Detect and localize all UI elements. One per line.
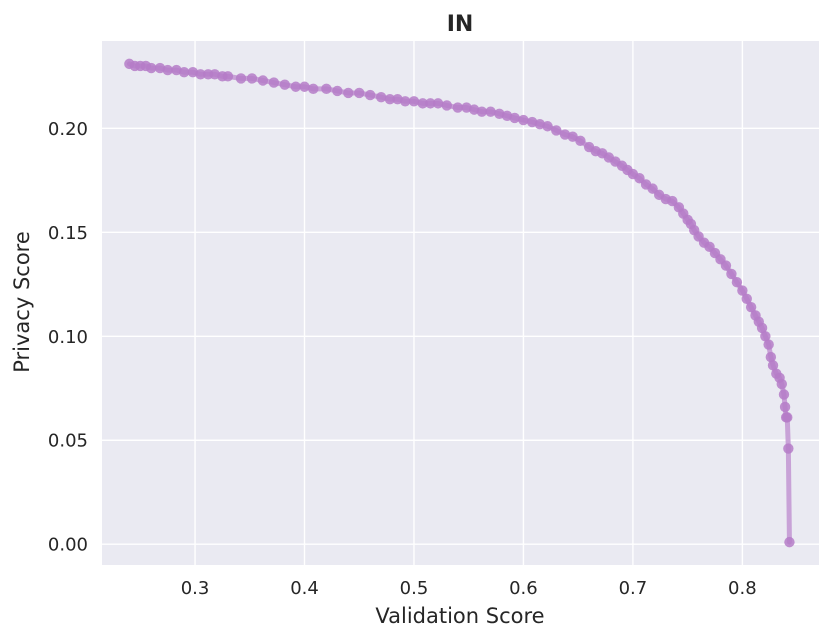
data-point (567, 131, 578, 142)
data-point (400, 96, 411, 107)
plot-area (102, 41, 819, 565)
x-tick-label: 0.4 (290, 578, 319, 599)
data-point (476, 106, 488, 117)
data-point (756, 322, 768, 334)
data-point (441, 100, 453, 111)
data-point (731, 277, 743, 288)
data-point (162, 64, 173, 76)
x-axis-label: Validation Score (375, 604, 544, 628)
data-point (783, 443, 794, 454)
data-point (279, 79, 291, 90)
data-point (776, 378, 787, 390)
data-point (509, 112, 520, 124)
data-point (308, 83, 319, 95)
x-tick-label: 0.6 (509, 578, 538, 599)
data-point (425, 98, 436, 109)
data-point (375, 91, 387, 103)
y-tick-labels: 0.00 0.05 0.10 0.15 0.20 (48, 119, 88, 556)
data-point (343, 87, 354, 99)
data-point (432, 98, 444, 109)
data-point (647, 183, 658, 194)
data-point (290, 81, 301, 92)
data-point (354, 87, 365, 99)
y-axis-label: Privacy Score (10, 231, 34, 373)
data-point (763, 339, 774, 350)
data-point (551, 125, 562, 136)
data-point (784, 536, 795, 548)
data-point (726, 268, 737, 280)
data-point (779, 401, 791, 413)
data-point (268, 77, 280, 88)
data-point (408, 96, 420, 107)
data-point (178, 66, 190, 78)
data-point (246, 73, 258, 84)
y-tick-label: 0.05 (48, 431, 88, 452)
data-point (146, 62, 157, 74)
y-tick-label: 0.20 (48, 119, 88, 140)
series-points (124, 58, 795, 548)
data-point (518, 114, 529, 126)
data-point (364, 89, 376, 101)
x-tick-label: 0.8 (728, 578, 757, 599)
y-tick-label: 0.10 (48, 327, 88, 348)
data-point (235, 73, 247, 84)
data-point (222, 71, 234, 82)
data-point (634, 173, 645, 184)
data-point (257, 75, 269, 86)
chart-title: IN (447, 12, 474, 37)
data-point (332, 85, 343, 97)
data-point (452, 102, 463, 113)
data-point (485, 106, 496, 117)
data-point (765, 351, 777, 363)
data-point (778, 389, 790, 400)
data-point (737, 285, 748, 296)
y-tick-label: 0.00 (48, 535, 88, 556)
data-point (760, 331, 771, 342)
data-point (745, 301, 757, 313)
data-point (767, 360, 779, 371)
data-point (195, 69, 206, 80)
data-point (417, 98, 428, 109)
x-tick-label: 0.7 (619, 578, 648, 599)
data-point (299, 81, 310, 92)
data-point (321, 83, 332, 95)
x-tick-labels: 0.3 0.4 0.5 0.6 0.7 0.8 (181, 578, 757, 599)
data-point (542, 121, 553, 132)
data-point (782, 412, 793, 423)
data-point (575, 135, 586, 147)
x-tick-label: 0.3 (181, 578, 210, 599)
data-point (384, 94, 396, 105)
data-point (741, 293, 752, 305)
data-point (667, 195, 678, 207)
x-tick-label: 0.5 (400, 578, 429, 599)
y-tick-label: 0.15 (48, 223, 88, 244)
data-point (720, 260, 732, 271)
